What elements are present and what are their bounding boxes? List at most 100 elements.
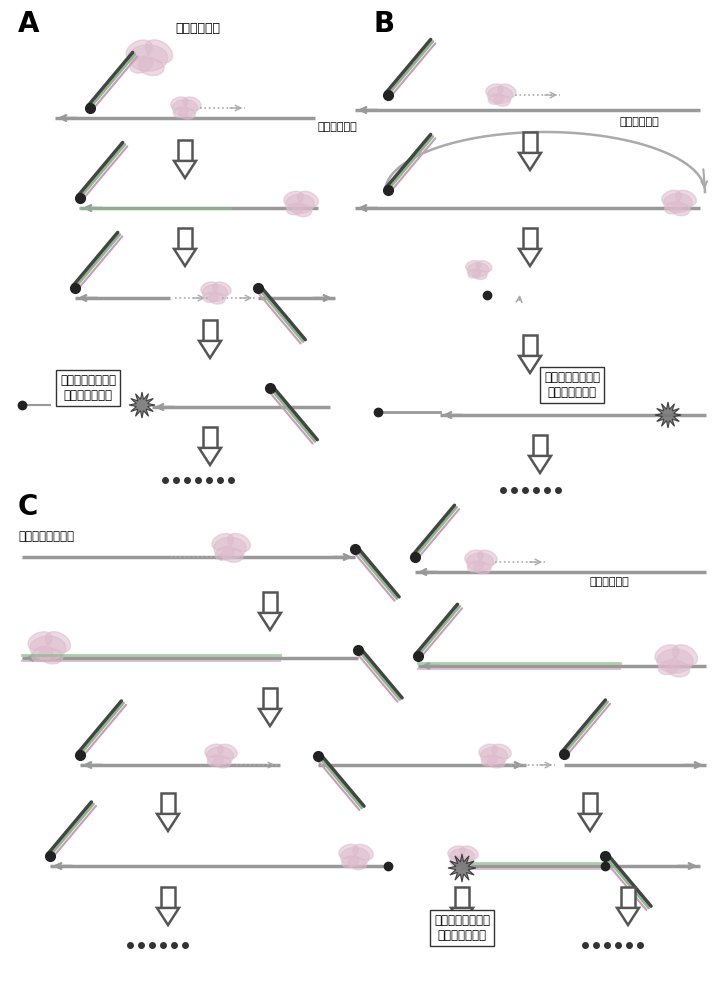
Polygon shape (533, 435, 547, 456)
Ellipse shape (45, 632, 71, 652)
Polygon shape (451, 908, 473, 925)
Ellipse shape (486, 84, 503, 96)
Text: 目标核酸序列: 目标核酸序列 (318, 122, 357, 132)
Ellipse shape (179, 108, 195, 119)
Ellipse shape (297, 191, 318, 207)
Ellipse shape (448, 846, 465, 858)
Ellipse shape (478, 550, 497, 565)
Polygon shape (174, 161, 196, 178)
Ellipse shape (672, 645, 697, 665)
Text: 目标核酸序列: 目标核酸序列 (590, 577, 630, 587)
Polygon shape (203, 427, 217, 448)
Polygon shape (199, 341, 221, 358)
Ellipse shape (487, 756, 505, 768)
Ellipse shape (207, 755, 224, 766)
Ellipse shape (202, 285, 227, 301)
Polygon shape (519, 356, 541, 373)
Polygon shape (655, 402, 681, 428)
Ellipse shape (139, 58, 164, 76)
Ellipse shape (479, 744, 497, 757)
Ellipse shape (666, 661, 690, 677)
Polygon shape (199, 448, 221, 465)
Ellipse shape (476, 261, 492, 272)
Polygon shape (203, 320, 217, 341)
Polygon shape (178, 140, 192, 161)
Ellipse shape (676, 190, 696, 206)
Ellipse shape (665, 202, 682, 214)
Polygon shape (523, 335, 537, 356)
Polygon shape (621, 887, 635, 908)
Ellipse shape (492, 744, 511, 759)
Polygon shape (579, 814, 601, 831)
Ellipse shape (215, 547, 234, 560)
Ellipse shape (657, 649, 693, 673)
Text: 核苷酸聚合酶: 核苷酸聚合酶 (175, 22, 220, 35)
Text: 目标核酸序列: 目标核酸序列 (620, 117, 660, 127)
Ellipse shape (222, 548, 243, 562)
Ellipse shape (30, 636, 66, 660)
Polygon shape (529, 456, 551, 473)
Ellipse shape (662, 190, 682, 205)
Polygon shape (259, 709, 281, 726)
Polygon shape (523, 132, 537, 153)
Ellipse shape (227, 534, 251, 552)
Ellipse shape (481, 747, 508, 765)
Ellipse shape (339, 844, 358, 859)
Ellipse shape (284, 191, 303, 206)
Polygon shape (259, 613, 281, 630)
Ellipse shape (466, 261, 481, 271)
Ellipse shape (129, 45, 168, 71)
Ellipse shape (466, 553, 494, 571)
Ellipse shape (126, 40, 152, 61)
Polygon shape (157, 814, 179, 831)
Ellipse shape (341, 847, 370, 867)
Text: A: A (18, 10, 40, 38)
Ellipse shape (348, 857, 367, 870)
Ellipse shape (494, 95, 510, 106)
Ellipse shape (145, 40, 173, 63)
Polygon shape (519, 153, 541, 170)
Ellipse shape (474, 562, 491, 574)
Polygon shape (523, 228, 537, 249)
Ellipse shape (206, 747, 233, 765)
Polygon shape (129, 392, 155, 418)
Ellipse shape (209, 293, 225, 304)
Ellipse shape (28, 632, 52, 650)
Ellipse shape (293, 204, 312, 217)
Ellipse shape (342, 856, 359, 868)
Ellipse shape (482, 755, 497, 766)
Ellipse shape (204, 292, 218, 302)
Ellipse shape (205, 744, 223, 757)
Ellipse shape (287, 203, 304, 215)
Ellipse shape (449, 849, 474, 865)
Ellipse shape (201, 282, 218, 294)
Ellipse shape (214, 756, 231, 768)
Polygon shape (617, 908, 639, 925)
Polygon shape (455, 887, 469, 908)
Polygon shape (161, 793, 175, 814)
Polygon shape (178, 228, 192, 249)
Ellipse shape (671, 203, 690, 216)
Ellipse shape (40, 648, 63, 664)
Ellipse shape (183, 97, 201, 111)
Text: B: B (373, 10, 394, 38)
Text: 发生链置换，淬灭
消失，荧光产生: 发生链置换，淬灭 消失，荧光产生 (434, 914, 490, 942)
Ellipse shape (473, 270, 487, 280)
Ellipse shape (173, 100, 198, 116)
Text: 目标核酸互补序列: 目标核酸互补序列 (18, 530, 74, 543)
Ellipse shape (456, 857, 472, 868)
Text: 发生链置换，淬灭
消失，荧光产生: 发生链置换，淬灭 消失，荧光产生 (60, 374, 116, 402)
Ellipse shape (451, 856, 465, 866)
Ellipse shape (171, 97, 188, 109)
Ellipse shape (664, 193, 692, 213)
Ellipse shape (286, 194, 314, 214)
Ellipse shape (218, 744, 238, 759)
Ellipse shape (353, 844, 373, 860)
Ellipse shape (468, 561, 484, 572)
Polygon shape (263, 592, 277, 613)
Polygon shape (448, 854, 476, 882)
Ellipse shape (173, 107, 188, 117)
Ellipse shape (488, 94, 503, 104)
Polygon shape (263, 688, 277, 709)
Ellipse shape (460, 846, 478, 860)
